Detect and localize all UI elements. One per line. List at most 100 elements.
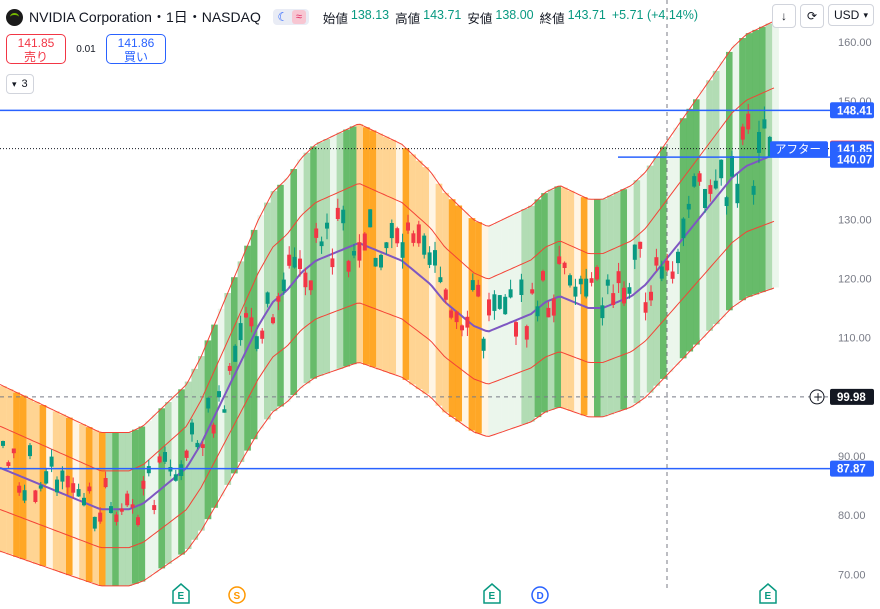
price-tick-label: 130.00: [838, 214, 872, 226]
candle-body: [287, 254, 292, 266]
candle-body: [55, 479, 59, 493]
candle-body: [627, 287, 632, 294]
candle-body: [335, 207, 340, 219]
symbol-title[interactable]: NVIDIA Corporation・1日・NASDAQ: [29, 9, 261, 25]
candle-body: [114, 514, 119, 522]
candle-body: [514, 322, 518, 337]
candle-body: [751, 185, 756, 195]
currency-select[interactable]: USD ▾: [828, 4, 874, 26]
reset-button[interactable]: ⟳: [800, 4, 824, 28]
candle-body: [600, 305, 605, 319]
candle-body: [443, 289, 448, 300]
high-label: 高値: [395, 11, 421, 26]
candle-body: [157, 456, 162, 463]
candle-body: [746, 113, 751, 130]
candle-body: [163, 452, 167, 462]
candle-body: [130, 504, 135, 508]
candle-body: [271, 317, 275, 324]
candle-body: [222, 409, 227, 413]
candle-body: [33, 490, 38, 502]
candle-body: [632, 244, 637, 260]
price-tick-label: 120.00: [838, 274, 872, 286]
candle-body: [173, 474, 178, 481]
envelope-line-1: [0, 287, 775, 587]
price-label-box: [830, 151, 874, 168]
candle-body: [416, 224, 421, 244]
buy-sell-panel: 141.85 売り 0.01 141.86 買い: [6, 34, 166, 64]
low-label: 安値: [467, 11, 493, 26]
candle-body: [541, 271, 545, 281]
candle-body: [44, 471, 49, 484]
candle-body: [562, 262, 567, 268]
after-hours-tag-box: [770, 141, 828, 158]
candle-body: [49, 456, 54, 467]
candle-body: [119, 508, 124, 512]
price-tick-label: 90.00: [838, 451, 866, 463]
candle-body: [449, 310, 454, 318]
color-bands: [0, 20, 779, 586]
price-tick-label: 80.00: [838, 510, 866, 522]
candle-body: [557, 256, 562, 264]
candle-body: [519, 279, 524, 295]
candle-body: [389, 223, 394, 239]
candle-body: [762, 119, 767, 129]
candle-body: [217, 391, 221, 398]
candle-body: [206, 397, 211, 409]
price-axis-bg: [830, 0, 880, 609]
indicator-count: 3: [21, 78, 28, 90]
candle-body: [362, 233, 367, 251]
candle-body: [465, 316, 470, 328]
candle-body: [152, 505, 157, 510]
download-button[interactable]: ↓: [772, 4, 796, 28]
buy-label: 買い: [123, 50, 148, 64]
candle-body: [470, 280, 475, 290]
candle-body: [497, 295, 502, 309]
event-marker-D: [531, 586, 549, 604]
candle-body: [379, 254, 383, 268]
candle-body: [422, 235, 427, 255]
event-marker-label: E: [765, 591, 772, 602]
candle-body: [427, 252, 432, 265]
status-pill[interactable]: ☾ ≈: [272, 9, 309, 25]
candle-body: [708, 185, 713, 194]
candle-body: [71, 483, 76, 493]
candle-body: [605, 279, 610, 286]
event-marker-label: E: [489, 591, 496, 602]
candle-body: [578, 278, 583, 285]
candle-body: [254, 336, 259, 349]
buy-button[interactable]: 141.86 買い: [106, 34, 166, 64]
candle-body: [233, 345, 238, 362]
candle-body: [622, 287, 626, 304]
candle-body: [11, 448, 16, 454]
candle-body: [314, 228, 319, 238]
chevron-down-icon: ▾: [863, 9, 868, 20]
candle-body: [195, 442, 200, 448]
buy-price: 141.86: [117, 36, 155, 50]
candle-body: [487, 299, 491, 316]
candle-body: [476, 284, 481, 297]
change-value: +5.71 (+4.14%): [611, 7, 699, 22]
candle-body: [692, 176, 697, 187]
price-label-text: 87.87: [837, 464, 866, 476]
event-marker-label: D: [537, 591, 544, 602]
add-alert-icon: [809, 389, 825, 405]
candle-body: [454, 311, 459, 323]
candle-body: [141, 480, 146, 489]
candle-body: [238, 323, 243, 341]
currency-value: USD: [834, 8, 860, 22]
indicators-toggle[interactable]: ▾ 3: [6, 74, 34, 94]
nvidia-logo-icon: [6, 8, 23, 26]
candle-body: [406, 222, 410, 231]
candle-body: [346, 260, 351, 272]
candle-body: [767, 136, 772, 158]
candle-body: [616, 271, 621, 284]
event-marker-E: [172, 583, 190, 604]
candle-body: [249, 317, 254, 327]
candle-body: [686, 203, 691, 210]
candle-body: [146, 466, 151, 474]
candle-body: [65, 476, 70, 488]
arrow-down-icon: ↓: [781, 9, 787, 23]
sell-button[interactable]: 141.85 売り: [6, 34, 66, 64]
